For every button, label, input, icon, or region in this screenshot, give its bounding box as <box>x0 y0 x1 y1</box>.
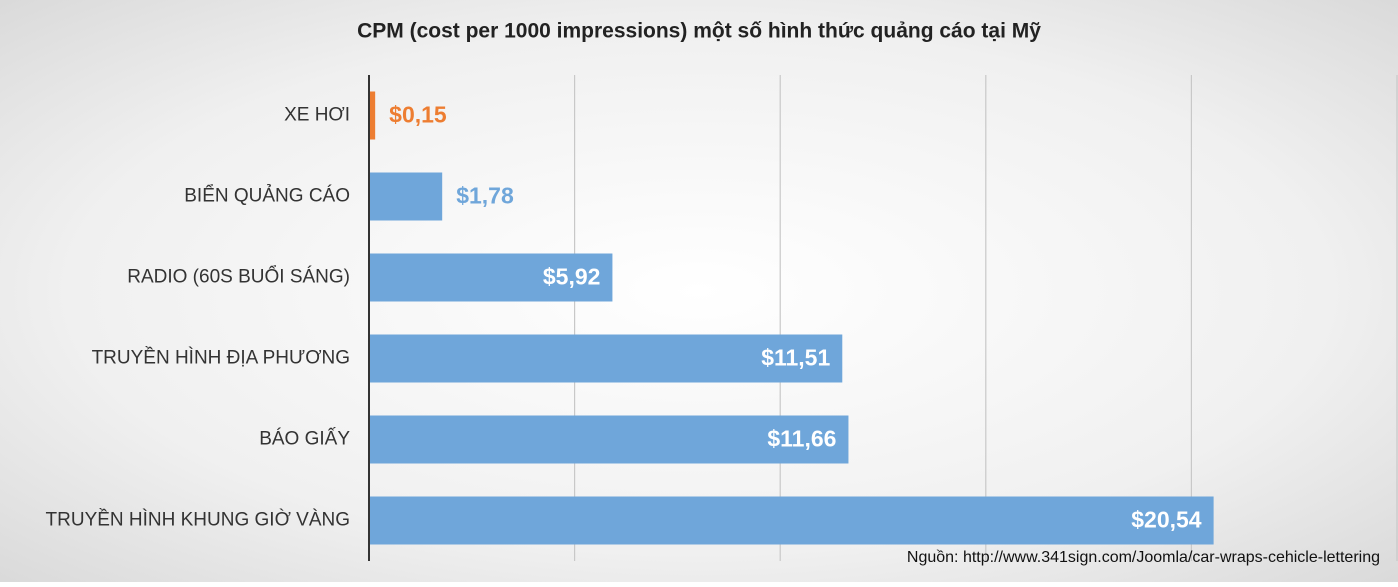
bar <box>369 334 843 383</box>
chart-title: CPM (cost per 1000 impressions) một số h… <box>357 20 1041 43</box>
value-label: $11,51 <box>761 345 830 371</box>
bar <box>369 496 1214 545</box>
bar <box>369 415 849 464</box>
y-tick-label: RADIO (60S BUỔI SÁNG) <box>127 266 350 288</box>
value-label: $1,78 <box>456 183 514 209</box>
y-tick-label: TRUYỀN HÌNH KHUNG GIỜ VÀNG <box>46 509 350 531</box>
y-tick-label: XE HƠI <box>284 105 350 126</box>
value-label: $0,15 <box>389 102 447 128</box>
value-label: $11,66 <box>767 426 836 452</box>
value-label: $20,54 <box>1131 507 1202 533</box>
bar <box>369 172 443 221</box>
y-tick-label: BIỂN QUẢNG CÁO <box>184 185 350 207</box>
bar <box>369 91 376 140</box>
value-label: $5,92 <box>543 264 601 290</box>
y-tick-label: TRUYỀN HÌNH ĐỊA PHƯƠNG <box>92 347 350 369</box>
y-tick-label: BÁO GIẤY <box>259 428 350 450</box>
bar <box>369 253 613 302</box>
source-note: Nguồn: http://www.341sign.com/Joomla/car… <box>907 549 1380 566</box>
